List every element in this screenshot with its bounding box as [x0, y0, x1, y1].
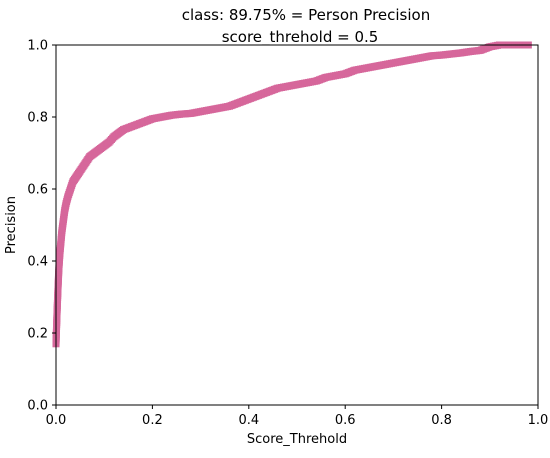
y-tick-label: 1.0	[27, 39, 48, 54]
plot-area	[52, 41, 532, 348]
x-tick-label: 0.6	[335, 413, 356, 428]
y-tick-label: 0.4	[27, 255, 48, 270]
x-axis-label: Score_Threhold	[247, 432, 347, 447]
y-axis: 0.0 0.2 0.4 0.6 0.8 1.0	[27, 39, 56, 414]
y-axis-label: Precision	[4, 196, 19, 254]
chart-title-line2: score_threhold = 0.5	[222, 28, 379, 47]
y-tick-label: 0.6	[27, 183, 48, 198]
x-axis: 0.0 0.2 0.4 0.6 0.8 1.0	[46, 405, 549, 428]
plot-frame	[55, 44, 539, 406]
x-tick-label: 0.2	[142, 413, 163, 428]
x-tick-label: 1.0	[528, 413, 549, 428]
y-tick-label: 0.0	[27, 399, 48, 414]
x-tick-label: 0.8	[431, 413, 452, 428]
x-tick-label: 0.0	[46, 413, 67, 428]
x-tick-label: 0.4	[238, 413, 259, 428]
y-tick-label: 0.8	[27, 111, 48, 126]
chart-title-line1: class: 89.75% = Person Precision	[182, 6, 430, 24]
y-tick-label: 0.2	[27, 327, 48, 342]
